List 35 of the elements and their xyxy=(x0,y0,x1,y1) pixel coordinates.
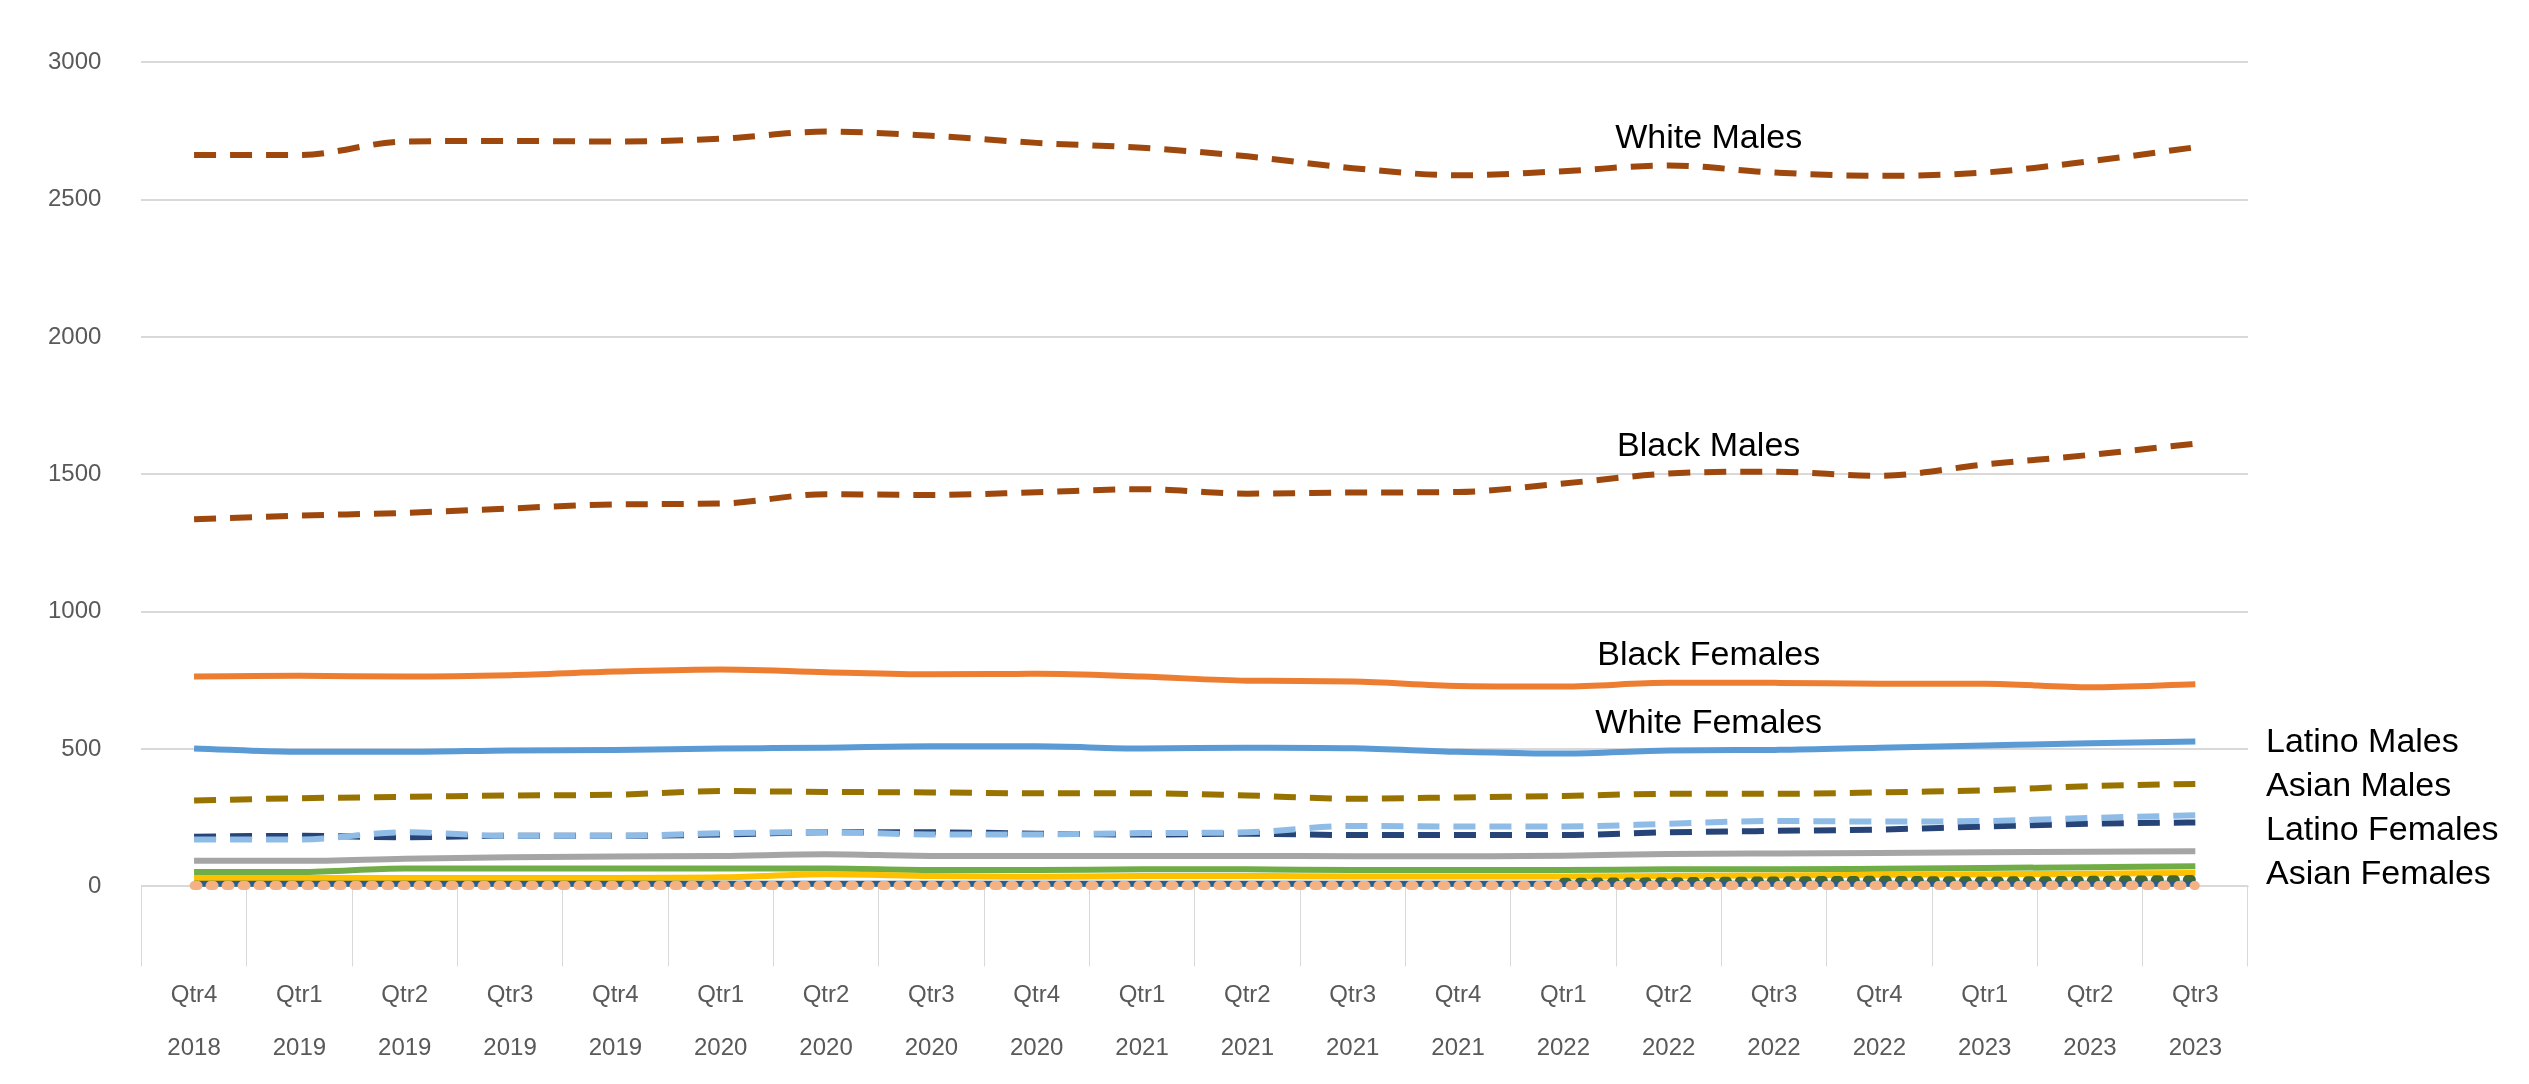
text: Latino Females xyxy=(2266,808,2499,847)
x-tick-label: Qtr3 2019 xyxy=(483,980,537,1061)
x-tick-label: Qtr4 2022 xyxy=(1852,980,1907,1061)
x-tick-label: Qtr3 2023 xyxy=(2168,980,2223,1061)
x-tick-label: Qtr4 2020 xyxy=(1010,980,1064,1061)
y-tick-label: 500 xyxy=(61,733,102,761)
x-tick-label: Qtr2 2021 xyxy=(1220,980,1275,1061)
series-label: White Females xyxy=(1595,701,1823,740)
x-tick-label: Qtr4 2019 xyxy=(588,980,643,1061)
series-label: Black Females xyxy=(1597,634,1821,673)
x-tick-label: Qtr1 2023 xyxy=(1957,980,2012,1061)
x-tick-label: Qtr1 2021 xyxy=(1115,980,1169,1061)
text: Asian Males xyxy=(2266,764,2452,803)
y-tick-label: 1000 xyxy=(48,596,102,624)
y-tick-label: 2500 xyxy=(48,184,102,212)
text: Asian Females xyxy=(2266,852,2491,891)
series-label: White Males xyxy=(1615,116,1803,155)
x-tick-label: Qtr2 2019 xyxy=(378,980,432,1061)
y-tick-label: 2000 xyxy=(48,321,102,349)
x-tick-label: Qtr3 2020 xyxy=(904,980,959,1061)
y-tick-label: 3000 xyxy=(48,47,102,75)
x-tick-label: Qtr1 2022 xyxy=(1536,980,1591,1061)
x-tick-label: Qtr3 2021 xyxy=(1326,980,1380,1061)
x-tick-label: Qtr2 2023 xyxy=(2063,980,2117,1061)
x-tick-label: Qtr3 2022 xyxy=(1747,980,1801,1061)
x-tick-label: Qtr4 2018 xyxy=(167,980,221,1061)
x-tick-label: Qtr2 2020 xyxy=(799,980,853,1061)
x-tick-label: Qtr1 2019 xyxy=(272,980,327,1061)
text: Latino Males xyxy=(2266,720,2459,759)
x-tick-label: Qtr4 2021 xyxy=(1431,980,1485,1061)
x-tick-label: Qtr1 2020 xyxy=(694,980,748,1061)
y-tick-label: 0 xyxy=(88,871,102,899)
x-tick-label: Qtr2 2022 xyxy=(1641,980,1696,1061)
series-label: Black Males xyxy=(1617,424,1801,463)
y-tick-label: 1500 xyxy=(48,459,102,487)
